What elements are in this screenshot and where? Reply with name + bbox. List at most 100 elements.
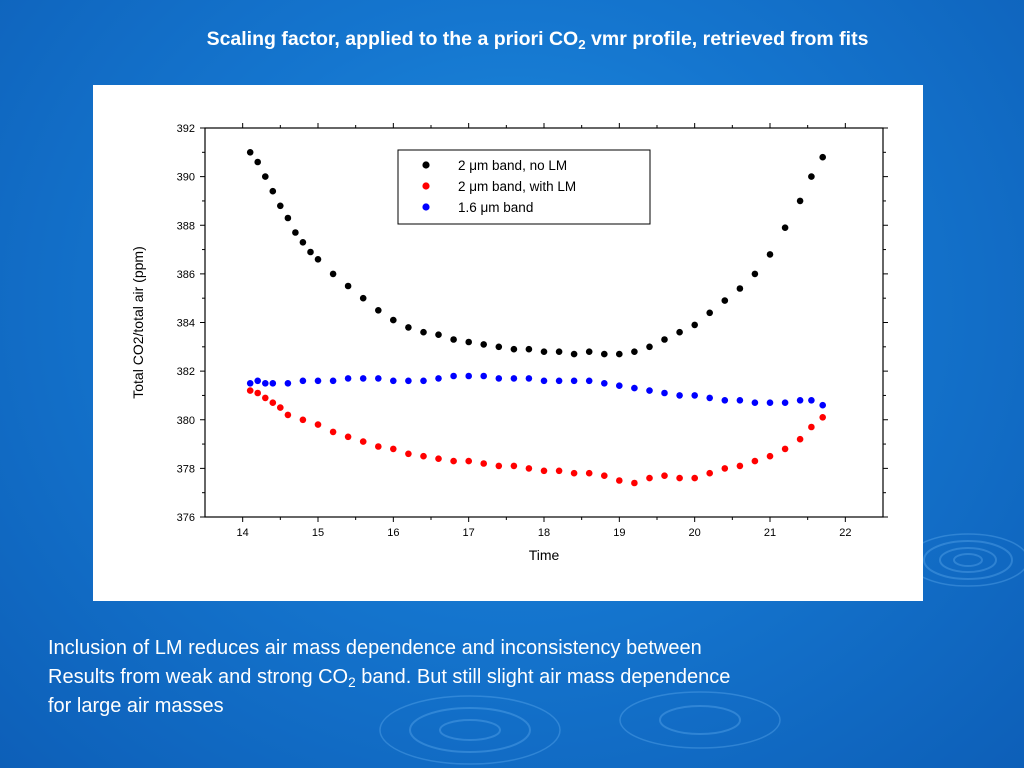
- data-point: [676, 328, 683, 336]
- data-point: [736, 285, 744, 292]
- data-point: [781, 445, 789, 453]
- data-point: [796, 435, 804, 443]
- data-point: [510, 462, 518, 470]
- x-tick-label: 22: [839, 527, 851, 539]
- data-point: [254, 158, 261, 166]
- data-point: [450, 336, 457, 343]
- data-point: [246, 387, 254, 394]
- y-tick-label: 378: [177, 463, 195, 475]
- data-point: [495, 462, 503, 470]
- data-point: [435, 331, 442, 338]
- data-point: [269, 187, 277, 195]
- data-point: [721, 465, 729, 472]
- data-point: [465, 372, 473, 380]
- data-point: [555, 467, 563, 475]
- data-point: [676, 392, 683, 399]
- data-point: [585, 348, 593, 356]
- x-tick-label: 14: [237, 527, 249, 539]
- data-point: [314, 377, 322, 385]
- y-axis-title: Total CO2/total air (ppm): [130, 246, 146, 399]
- data-point: [646, 343, 653, 351]
- data-point: [435, 455, 442, 463]
- caption-line-3: for large air masses: [48, 695, 224, 717]
- data-point: [299, 377, 307, 385]
- data-point: [540, 377, 548, 385]
- data-point: [495, 375, 503, 382]
- y-tick-label: 382: [177, 366, 195, 378]
- data-point: [465, 338, 473, 346]
- data-point: [375, 443, 382, 450]
- data-point: [299, 239, 307, 246]
- data-point: [808, 173, 815, 180]
- x-tick-label: 16: [387, 527, 399, 539]
- scatter-chart: 14 15 16 17 18 19 20 21 22 376 378 380 382 384 386 388 3…: [130, 123, 888, 563]
- slide-title-subscript: 2: [578, 36, 586, 52]
- data-point: [808, 423, 815, 431]
- chart-panel: 14 15 16 17 18 19 20 21 22 376 378 380 382 384 386 388 3…: [93, 85, 923, 601]
- data-point: [601, 350, 608, 358]
- data-point: [796, 197, 804, 205]
- data-point: [751, 270, 759, 278]
- data-point: [246, 380, 254, 387]
- data-point: [254, 389, 261, 397]
- data-point: [329, 428, 337, 436]
- data-point: [661, 389, 668, 397]
- x-tick-label: 17: [463, 527, 475, 539]
- data-point: [570, 469, 578, 477]
- data-point: [736, 397, 744, 404]
- x-tick-label: 15: [312, 527, 324, 539]
- slide-title: Scaling factor, applied to the a priori …: [0, 28, 1024, 51]
- caption-line-2-end: band. But still slight air mass dependen…: [355, 666, 731, 688]
- data-point: [819, 153, 826, 161]
- data-point: [819, 401, 826, 409]
- data-point: [390, 316, 397, 324]
- data-point: [262, 173, 269, 180]
- data-point: [661, 336, 668, 343]
- data-point: [390, 377, 397, 385]
- slide-title-main: Scaling factor, applied to the a priori …: [206, 28, 579, 50]
- data-point: [277, 404, 284, 411]
- data-point: [299, 416, 307, 424]
- x-tick-label: 19: [613, 527, 625, 539]
- data-point: [284, 380, 292, 387]
- data-point: [344, 433, 352, 441]
- x-tick-label: 18: [538, 527, 550, 539]
- data-point: [390, 445, 397, 453]
- data-point: [555, 377, 563, 385]
- data-point: [585, 469, 593, 477]
- axes-layer: 14 15 16 17 18 19 20 21 22 376 378 380 382 384 386 388 3…: [130, 123, 888, 563]
- data-point: [525, 465, 533, 472]
- data-point: [601, 472, 608, 480]
- data-point: [766, 452, 774, 460]
- caption-line-1: Inclusion of LM reduces air mass depende…: [48, 637, 702, 659]
- data-point: [435, 375, 442, 382]
- data-point: [540, 467, 548, 475]
- data-point: [781, 224, 789, 231]
- x-tick-label: 21: [764, 527, 776, 539]
- slide-title-rest: vmr profile, retrieved from fits: [585, 28, 869, 50]
- caption-line-2-subscript: 2: [348, 675, 356, 691]
- data-point: [284, 411, 292, 419]
- data-point: [781, 399, 789, 407]
- caption-line-2: Results from weak and strong CO2 band. B…: [48, 663, 988, 692]
- data-point: [751, 457, 759, 465]
- data-point: [314, 256, 322, 263]
- data-point: [751, 399, 759, 407]
- series-3-points: [246, 372, 826, 409]
- data-point: [344, 282, 352, 290]
- data-point: [631, 348, 638, 356]
- y-tick-label: 392: [177, 123, 195, 135]
- data-point: [450, 372, 457, 380]
- data-point: [450, 457, 457, 465]
- data-point: [808, 397, 815, 404]
- data-point: [691, 392, 698, 399]
- data-point: [646, 474, 653, 482]
- legend-marker: [422, 182, 430, 190]
- data-point: [420, 328, 427, 336]
- data-point: [375, 375, 382, 382]
- data-point: [510, 375, 518, 382]
- data-point: [691, 321, 698, 329]
- y-tick-label: 376: [177, 512, 195, 524]
- legend-entry-label: 2 μm band, no LM: [458, 158, 567, 173]
- data-point: [706, 394, 713, 402]
